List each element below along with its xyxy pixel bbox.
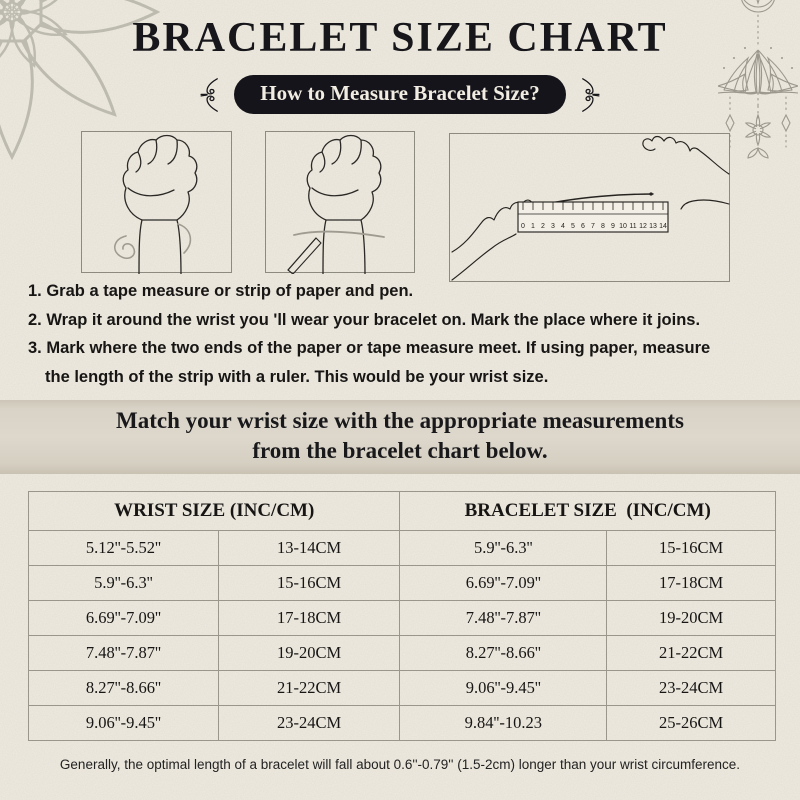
svg-text:9: 9 [611,223,615,230]
svg-text:0: 0 [521,223,525,230]
svg-text:5: 5 [571,223,575,230]
svg-text:2: 2 [541,223,545,230]
svg-text:11: 11 [629,223,636,230]
svg-text:7: 7 [591,223,595,230]
svg-text:14: 14 [659,223,667,230]
svg-text:12: 12 [639,223,647,230]
svg-text:4: 4 [561,223,565,230]
svg-text:10: 10 [619,223,627,230]
svg-text:6: 6 [581,223,585,230]
svg-text:3: 3 [551,223,555,230]
svg-text:1: 1 [531,223,535,230]
svg-text:8: 8 [601,223,605,230]
svg-text:13: 13 [649,223,657,230]
